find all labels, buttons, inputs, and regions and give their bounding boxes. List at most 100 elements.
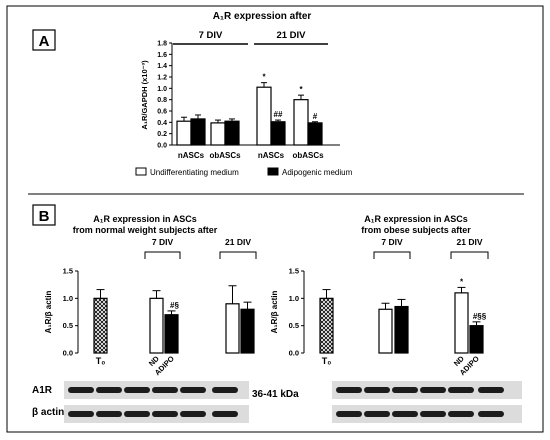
panel-a: A A₁R expression after 0.0 0.2 0.4 0.6 0.8 1.0 1… (32, 11, 353, 177)
bar-undifferentiating (293, 99, 309, 146)
y-tick-label: 0.0 (289, 349, 299, 358)
blot-right-a1r-band (420, 387, 446, 393)
y-tick-label: 1.0 (63, 294, 73, 303)
significance-mark: * (262, 73, 266, 82)
significance-mark: ## (274, 110, 283, 119)
significance-mark: # (313, 112, 318, 121)
y-tick-label: 1.5 (289, 267, 299, 276)
blot-right-actin-band (392, 411, 418, 417)
blot-right-actin-band (420, 411, 446, 417)
y-tick-label: 1.4 (157, 63, 167, 70)
blot-right-actin-band (478, 411, 504, 417)
blot-right-a1r-band (364, 387, 390, 393)
y-tick-label: 1.5 (63, 267, 73, 276)
blot-right-actin-band (448, 411, 474, 417)
y-tick-label: 1.0 (289, 294, 299, 303)
blot-left-a1r-band (96, 387, 122, 393)
bar-adipogenic (270, 121, 286, 146)
blot-right-a1r-band (448, 387, 474, 393)
group-bracket (373, 251, 411, 259)
panel-label-box (32, 204, 56, 226)
blot-left-a1r-band (68, 387, 94, 393)
blot-left-a1r-band (212, 387, 238, 393)
y-tick-label: 0.5 (289, 321, 299, 330)
category-label: obASCs (292, 151, 324, 160)
chart-title: A₁R expression after (213, 11, 312, 22)
group-label: 21 DIV (225, 237, 251, 247)
blot-row-label: A1R (32, 385, 53, 396)
category-label: nASCs (258, 151, 285, 160)
bar (225, 303, 240, 354)
category-label: obASCs (209, 151, 241, 160)
western-blot: A1R β actin 36-41 kDa (32, 381, 522, 423)
blot-right-actin-band (336, 411, 362, 417)
y-axis-label: A₁R/β actin (270, 290, 279, 333)
chart-title: A₁R expression in ASCs (364, 214, 467, 224)
y-tick-label: 0.4 (157, 120, 167, 127)
bar-adipogenic (190, 118, 206, 146)
y-axis-label: A₁R/β actin (44, 290, 53, 333)
blot-left-actin-band (96, 411, 122, 417)
x-label-t0: T₀ (96, 356, 106, 366)
legend-swatch-adipogenic (267, 167, 279, 176)
group-bracket (144, 251, 181, 259)
chart-subtitle: from normal weight subjects after (73, 225, 218, 235)
legend-label: Adipogenic medium (282, 168, 353, 177)
bar (149, 297, 164, 354)
significance-mark: #§ (170, 301, 179, 310)
blot-left-actin-band (124, 411, 150, 417)
blot-right-a1r-band (478, 387, 504, 393)
group-label: 21 DIV (457, 237, 483, 247)
bar (454, 292, 469, 354)
y-tick-label: 1.0 (157, 86, 167, 93)
blot-left-actin-band (212, 411, 238, 417)
significance-mark: * (299, 85, 303, 94)
category-label: nASCs (178, 151, 205, 160)
blot-left-actin-band (180, 411, 206, 417)
y-axis-label: A₁R/GAPDH (x10⁻³) (140, 60, 149, 130)
blot-left-actin-band (68, 411, 94, 417)
bar-undifferentiating (176, 120, 192, 146)
blot-left-a1r-band (180, 387, 206, 393)
bar-adipogenic (307, 122, 323, 146)
bar (378, 308, 393, 354)
blot-right-actin-band (364, 411, 390, 417)
y-tick-label: 0.5 (63, 321, 73, 330)
group-bracket (219, 251, 257, 259)
group-label: 7 DIV (381, 237, 403, 247)
blot-right-a1r-band (336, 387, 362, 393)
y-tick-label: 1.2 (157, 75, 167, 82)
significance-mark: * (460, 277, 464, 286)
y-tick-label: 0.8 (157, 97, 167, 104)
panel-label: A (39, 33, 50, 50)
blot-left-a1r-band (152, 387, 178, 393)
blot-left-actin-band (152, 411, 178, 417)
chart-subtitle: from obese subjects after (361, 225, 471, 235)
bar (93, 297, 108, 354)
bar (240, 308, 255, 354)
bar (164, 314, 179, 354)
bar (394, 305, 409, 354)
bar (319, 297, 334, 354)
panel-label: B (39, 208, 50, 225)
group-label: 21 DIV (276, 30, 306, 41)
figure-frame (6, 5, 544, 433)
blot-size-label: 36-41 kDa (252, 389, 299, 400)
y-tick-label: 1.6 (157, 52, 167, 59)
legend-label: Undifferentiating medium (150, 168, 239, 177)
legend-swatch-undifferentiating (135, 167, 147, 176)
blot-left-a1r-band (124, 387, 150, 393)
y-tick-label: 0.0 (63, 349, 73, 358)
blot-row-label: β actin (32, 407, 64, 418)
bar (469, 325, 484, 354)
blot-right-a1r-band (392, 387, 418, 393)
group-bracket (450, 251, 489, 259)
x-label-t0: T₀ (322, 356, 332, 366)
bar-undifferentiating (256, 86, 272, 146)
y-tick-label: 1.8 (157, 41, 167, 48)
y-tick-label: 0.0 (157, 143, 167, 150)
bar-undifferentiating (210, 122, 226, 146)
